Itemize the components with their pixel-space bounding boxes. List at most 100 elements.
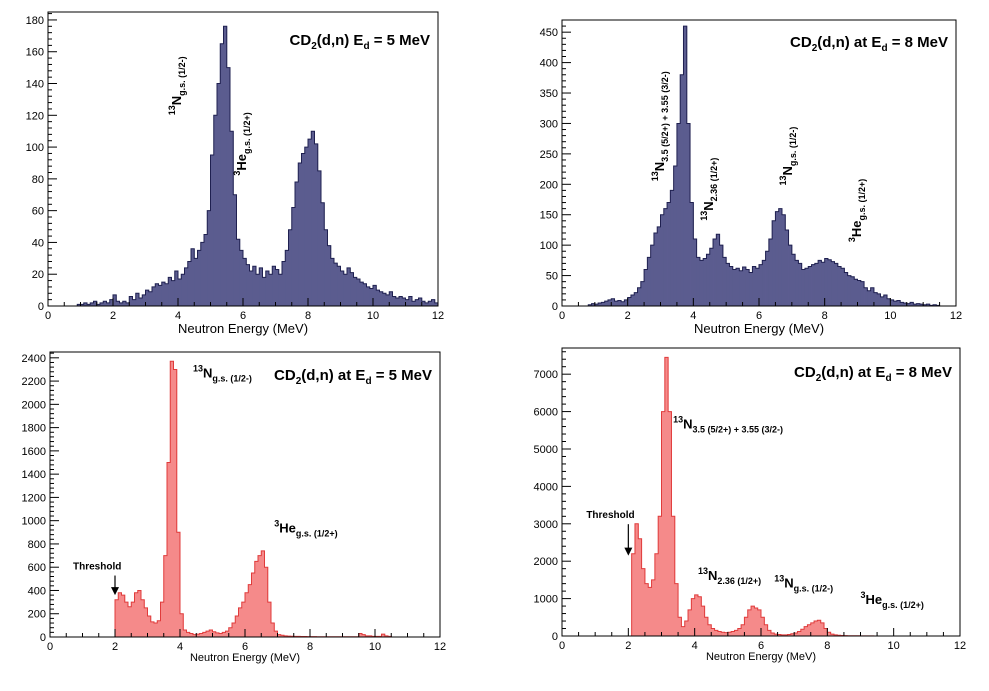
histogram-bin <box>848 276 852 306</box>
histogram-bin <box>658 516 662 636</box>
histogram-bin <box>181 274 185 306</box>
histogram-outline <box>77 26 438 306</box>
x-tick-label: 0 <box>47 641 53 653</box>
x-tick-label: 8 <box>307 641 313 653</box>
histogram-bin <box>667 203 671 306</box>
histogram-bin <box>638 288 642 306</box>
peak-label: 3Heg.s. (1/2+) <box>847 179 867 242</box>
histogram-bin <box>276 269 280 306</box>
histogram-bin <box>754 608 758 636</box>
y-tick-label: 1000 <box>22 516 46 528</box>
chart-title: CD2(d,n) Ed = 5 MeV <box>290 32 430 52</box>
x-tick-label: 0 <box>559 310 565 322</box>
y-tick-label: 200 <box>28 609 46 621</box>
histogram-bin <box>203 632 207 637</box>
histogram-bin <box>628 297 632 306</box>
histogram-bin <box>125 602 129 637</box>
histogram-bin <box>880 297 884 306</box>
histogram-bin <box>220 44 224 306</box>
x-axis-label: Neutron Energy (MeV) <box>190 652 300 664</box>
y-tick-label: 80 <box>32 174 44 186</box>
histogram-bin <box>289 230 293 306</box>
histogram-bin <box>256 274 260 306</box>
histogram-bin <box>367 287 371 306</box>
x-tick-label: 10 <box>367 310 379 322</box>
histogram-bin <box>662 412 666 636</box>
y-tick-label: 250 <box>540 149 558 161</box>
histogram-bin <box>252 573 256 637</box>
histogram-bin <box>302 153 306 306</box>
histogram-bin <box>185 268 189 306</box>
histogram-bin <box>648 587 652 636</box>
x-tick-label: 4 <box>177 641 183 653</box>
histogram-bin <box>239 608 243 637</box>
histogram-bin <box>266 271 270 306</box>
histogram-bin <box>285 250 289 306</box>
histogram-bin <box>133 300 137 306</box>
y-tick-label: 1600 <box>22 446 46 458</box>
histogram-bin <box>272 266 276 306</box>
y-tick-label: 0 <box>552 301 558 313</box>
histogram-bin <box>664 209 668 306</box>
histogram-bin <box>235 616 239 637</box>
histogram-bin <box>207 211 211 306</box>
histogram-bin <box>670 190 674 306</box>
histogram-bin <box>151 622 155 637</box>
histogram-bin <box>376 290 380 306</box>
y-tick-label: 60 <box>32 206 44 218</box>
histogram-bin <box>415 300 419 306</box>
histogram-bin <box>736 268 740 306</box>
histogram-bin <box>219 634 223 637</box>
histogram-bars <box>115 361 392 637</box>
chart-title: CD2(d,n) at Ed = 8 MeV <box>790 34 948 54</box>
histogram-bin <box>154 623 158 637</box>
y-tick-label: 140 <box>26 79 44 91</box>
peak-label: 13Ng.s. (1/2-) <box>193 364 252 384</box>
histogram-bin <box>149 292 153 306</box>
y-tick-label: 50 <box>546 271 558 283</box>
histogram-bin <box>354 277 358 306</box>
histogram-bin <box>204 234 208 306</box>
histogram-bin <box>844 273 848 306</box>
x-tick-label: 0 <box>45 310 51 322</box>
y-tick-label: 2400 <box>22 353 46 365</box>
threshold-label: Threshold <box>586 510 634 521</box>
histogram-bin <box>168 277 172 306</box>
x-tick-label: 12 <box>434 641 446 653</box>
histogram-bin <box>651 245 655 306</box>
histogram-bin <box>155 284 159 306</box>
histogram-bin <box>681 627 685 636</box>
y-tick-label: 200 <box>540 179 558 191</box>
histogram-bin <box>652 580 656 636</box>
x-tick-label: 2 <box>625 640 631 652</box>
histogram-bin <box>661 215 665 306</box>
histogram-bin <box>769 239 773 306</box>
histogram-bin <box>232 623 236 637</box>
x-tick-label: 2 <box>625 310 631 322</box>
x-tick-label: 2 <box>110 310 116 322</box>
histogram-bin <box>811 623 815 636</box>
histogram-bin <box>818 260 822 306</box>
histogram-bin <box>831 262 835 306</box>
histogram-bin <box>605 301 609 306</box>
x-tick-label: 8 <box>824 640 830 652</box>
histogram-bin <box>311 131 315 306</box>
histogram-bin <box>762 260 766 306</box>
histogram-bin <box>631 295 635 306</box>
histogram-bin <box>634 293 638 306</box>
histogram-bin <box>245 593 249 637</box>
histogram-bin <box>224 26 228 306</box>
histogram-bin <box>194 258 198 306</box>
histogram-bin <box>700 260 704 306</box>
histogram-bin <box>222 632 226 637</box>
histogram-bin <box>292 207 296 306</box>
histogram-bin <box>858 280 862 306</box>
y-tick-label: 6000 <box>534 407 558 419</box>
histogram-bin <box>729 266 733 306</box>
x-axis-label: Neutron Energy (MeV) <box>694 321 824 336</box>
histogram-bin <box>804 627 808 636</box>
y-tick-label: 400 <box>540 58 558 70</box>
y-tick-label: 7000 <box>534 369 558 381</box>
